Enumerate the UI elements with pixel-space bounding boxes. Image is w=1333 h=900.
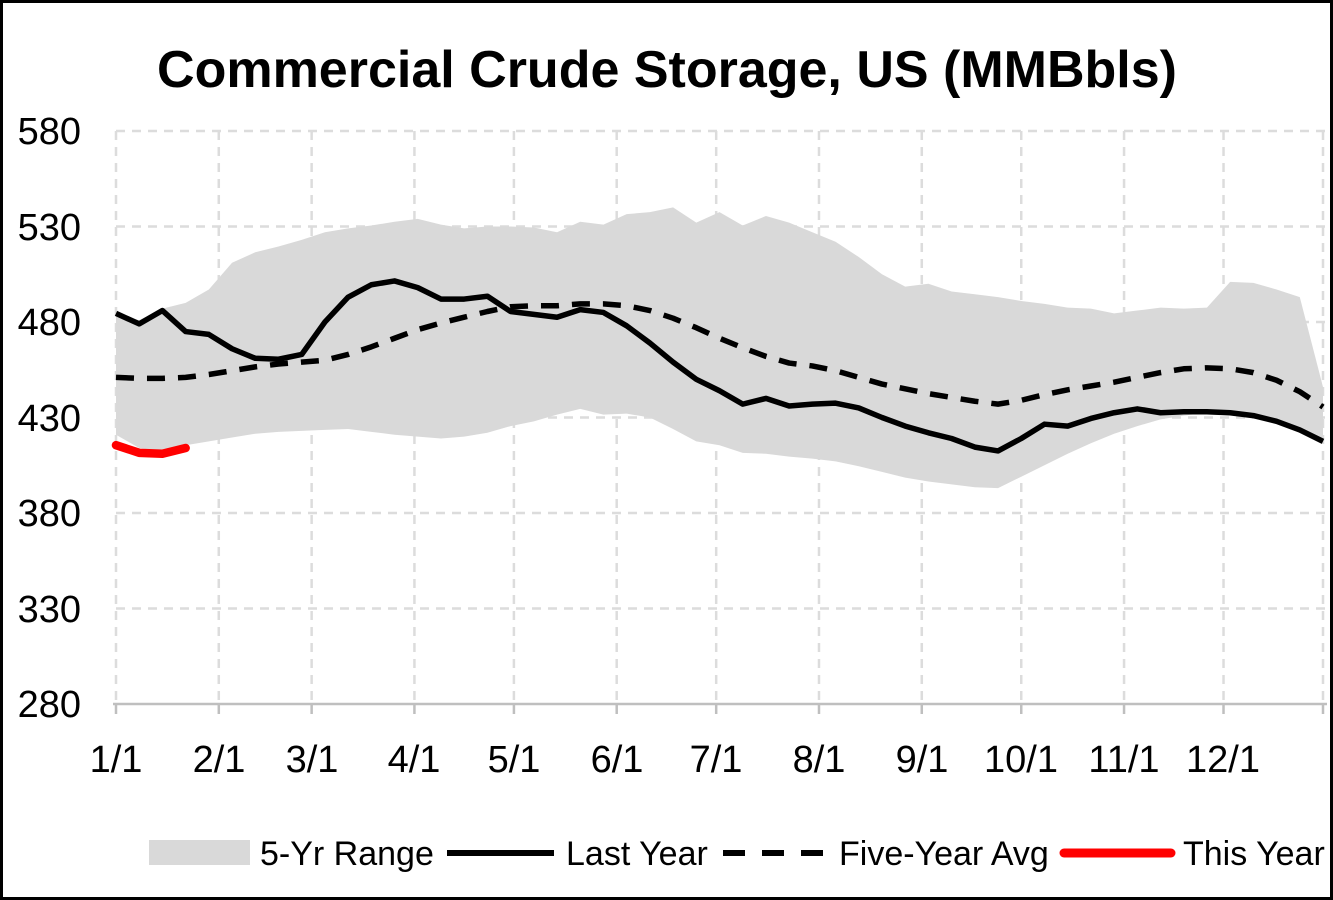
y-tick-label: 580 — [18, 111, 81, 153]
series-layer — [111, 278, 1325, 459]
last-year-line — [114, 278, 1325, 454]
x-tick-label: 5/1 — [488, 739, 541, 781]
x-tick-label: 7/1 — [690, 739, 743, 781]
x-axis-labels: 1/1 2/1 3/1 4/1 5/1 6/1 7/1 8/1 9/1 10/1… — [90, 739, 1260, 781]
x-tick-label: 10/1 — [984, 739, 1058, 781]
x-tick-label: 11/1 — [1088, 739, 1159, 781]
x-tick-label: 3/1 — [286, 739, 339, 781]
crude-storage-chart: Commercial Crude Storage, US (MMBbls) 58… — [18, 41, 1327, 873]
x-tick-label: 1/1 — [90, 739, 143, 781]
x-tick-label: 4/1 — [388, 739, 441, 781]
legend-label-five-year-avg: Five-Year Avg — [839, 835, 1049, 873]
y-tick-label: 480 — [18, 302, 81, 344]
x-tick-label: 6/1 — [591, 739, 644, 781]
x-tick-label: 8/1 — [793, 739, 846, 781]
five-yr-range-swatch — [149, 840, 250, 865]
five-year-avg-line — [115, 301, 1325, 410]
y-tick-label: 280 — [18, 684, 81, 726]
chart-title: Commercial Crude Storage, US (MMBbls) — [157, 41, 1177, 99]
band-layer — [116, 207, 1323, 489]
legend-label-5yr-range: 5-Yr Range — [260, 835, 434, 873]
y-tick-label: 530 — [18, 207, 81, 249]
legend-label-this-year: This Year — [1183, 835, 1325, 873]
this-year-line — [111, 440, 190, 459]
x-tick-label: 9/1 — [896, 739, 949, 781]
x-tick-label: 12/1 — [1186, 739, 1260, 781]
chart-legend: 5-Yr Range Last Year Five-Year Avg This … — [149, 835, 1325, 873]
y-tick-label: 380 — [18, 493, 81, 535]
y-axis-labels: 580 530 480 430 380 330 280 — [18, 111, 81, 726]
legend-label-last-year: Last Year — [566, 835, 708, 873]
five-yr-range-band — [116, 207, 1323, 489]
x-tick-label: 2/1 — [193, 739, 246, 781]
y-tick-label: 330 — [18, 589, 81, 631]
y-tick-label: 430 — [18, 398, 81, 440]
